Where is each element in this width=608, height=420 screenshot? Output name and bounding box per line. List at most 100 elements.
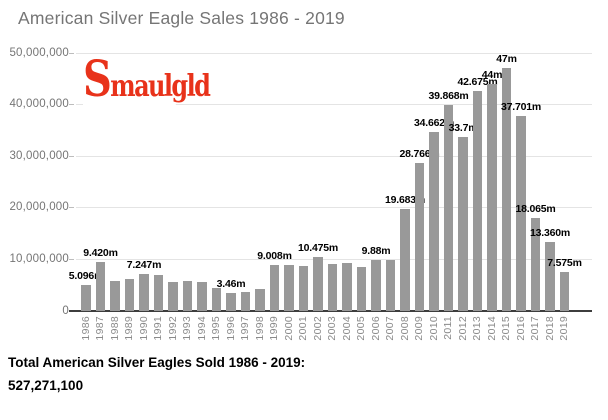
bar — [240, 292, 251, 311]
x-axis-year-label: 2011 — [442, 316, 454, 340]
bar-value-label: 33.7m — [448, 122, 478, 134]
y-axis-tick-mark — [69, 52, 74, 54]
x-axis-year-label: 2009 — [413, 316, 425, 341]
bar — [211, 288, 222, 311]
bar-value-label: 37.701m — [500, 101, 542, 113]
footer-total-value: 527,271,100 — [8, 378, 84, 393]
x-axis-year-label: 1996 — [224, 316, 237, 341]
x-axis-year-label: 2000 — [282, 316, 295, 341]
x-axis-year-label: 1991 — [152, 316, 164, 341]
x-axis-year-label: 1989 — [123, 316, 135, 341]
chart-plot-area: 5.096m 9.420m 7.247m 3.46m 9.008m 10.475m 9.88… — [69, 52, 592, 312]
bar-value-label: 5.096m — [68, 270, 104, 282]
bar-value-label: 18.065m — [515, 203, 556, 215]
x-axis-year-label: 1988 — [108, 316, 121, 341]
bar — [342, 263, 352, 311]
x-axis-year-label: 1995 — [210, 316, 222, 341]
y-axis-tick-mark — [69, 155, 74, 157]
x-axis-year-label: 2013 — [471, 316, 483, 341]
bar — [284, 265, 294, 311]
x-axis-year-label: 2003 — [326, 316, 338, 341]
x-axis-year-label: 2006 — [369, 316, 382, 341]
bar — [255, 289, 265, 311]
gridline — [76, 52, 592, 54]
x-axis-year-label: 2004 — [340, 316, 353, 341]
bar — [429, 132, 439, 311]
bar — [139, 274, 149, 311]
x-axis-year-label: 2001 — [297, 316, 309, 341]
bar — [182, 281, 193, 311]
x-axis-year-label: 1994 — [195, 316, 208, 341]
y-axis-tick-label: 50,000,000 — [9, 46, 69, 59]
x-axis-year-label: 1993 — [181, 316, 193, 341]
gridline — [76, 104, 592, 106]
x-axis-year-label: 2014 — [485, 316, 498, 341]
smaulgld-logo-text: maulgld — [110, 69, 211, 104]
bar-value-label: 9.008m — [257, 250, 292, 262]
x-axis-year-label: 2015 — [500, 316, 512, 341]
x-axis-year-label: 1990 — [137, 316, 150, 341]
footer-total-caption: Total American Silver Eagles Sold 1986 -… — [8, 355, 306, 370]
y-axis-tick-label: 30,000,000 — [9, 149, 69, 162]
bar — [487, 84, 497, 311]
x-axis-year-label: 2005 — [355, 316, 367, 341]
bar — [516, 116, 526, 311]
bar — [298, 266, 309, 311]
x-axis-year-label: 2017 — [529, 316, 541, 341]
y-axis-tick-label: 0 — [62, 304, 69, 317]
gridline — [76, 207, 592, 209]
x-axis-year-label: 2002 — [311, 316, 324, 341]
bar — [530, 218, 541, 311]
bar — [168, 282, 178, 311]
smaulgld-logo-initial: S — [83, 49, 112, 108]
bar — [458, 137, 468, 311]
x-axis-year-label: 2010 — [427, 316, 440, 341]
y-axis-tick-label: 40,000,000 — [9, 98, 69, 111]
bar — [124, 279, 135, 311]
x-axis-year-label: 2007 — [384, 316, 396, 341]
x-axis-year-label: 1992 — [166, 316, 179, 341]
bar — [472, 91, 483, 311]
x-axis-year-label: 2016 — [514, 316, 527, 341]
bar-value-label: 10.475m — [297, 242, 339, 254]
bar — [153, 275, 164, 311]
bar-value-label: 7.247m — [126, 259, 162, 271]
x-axis-year-label: 2018 — [543, 316, 556, 341]
bar-value-label: 7.575m — [547, 257, 582, 269]
y-axis-tick-label: 20,000,000 — [9, 201, 69, 214]
bar — [545, 242, 555, 311]
x-axis-year-label: 2012 — [456, 316, 469, 341]
x-axis-year-label: 1987 — [94, 316, 106, 341]
bar — [501, 68, 512, 311]
x-axis-year-label: 1997 — [239, 316, 251, 341]
x-axis-year-label: 1986 — [79, 316, 92, 341]
bar — [371, 260, 381, 311]
gridline — [76, 155, 592, 157]
bar — [313, 257, 323, 311]
bar — [110, 281, 120, 311]
bar — [356, 267, 367, 311]
bar — [269, 265, 280, 311]
bar-value-label: 44m — [481, 69, 503, 81]
x-axis-year-label: 2008 — [398, 316, 411, 341]
bar-value-label: 13.360m — [529, 227, 571, 239]
bar-value-label: 9.88m — [361, 245, 391, 257]
bar — [81, 285, 91, 311]
bar — [197, 282, 207, 311]
bar-value-label: 39.868m — [428, 90, 469, 102]
bar — [95, 262, 106, 311]
bar-value-label: 47m — [496, 53, 517, 65]
x-axis-baseline — [69, 310, 592, 312]
y-axis-tick-mark — [69, 104, 74, 106]
page-title: American Silver Eagle Sales 1986 - 2019 — [18, 8, 345, 28]
bar — [559, 272, 570, 311]
bar — [385, 260, 396, 311]
smaulgld-logo: S maulgld — [83, 49, 211, 108]
bar — [414, 163, 425, 311]
x-axis-year-label: 1999 — [268, 316, 280, 341]
y-axis-tick-mark — [69, 207, 74, 209]
bar — [400, 209, 410, 311]
y-axis-tick-label: 10,000,000 — [9, 252, 69, 265]
gridline — [76, 258, 592, 260]
